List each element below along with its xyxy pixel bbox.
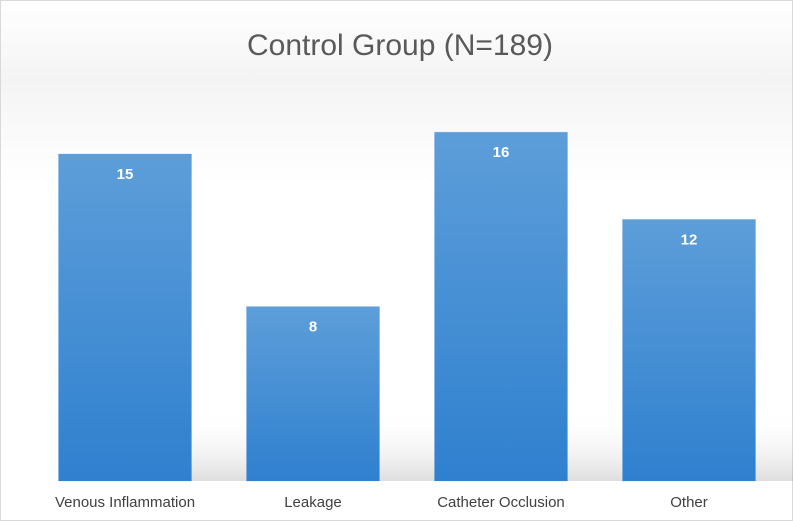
data-label: 15 (117, 166, 134, 183)
chart-title: Control Group (N=189) (247, 29, 553, 62)
bar (246, 306, 380, 482)
bar (58, 153, 192, 482)
data-label: 16 (493, 144, 510, 161)
bar-shadow (379, 411, 440, 481)
data-label: 12 (681, 231, 698, 248)
bar-shadow (755, 411, 793, 481)
x-tick-label: Other (670, 494, 708, 511)
x-tick-label: Venous Inflammation (55, 494, 195, 511)
x-tick-label: Leakage (284, 494, 342, 511)
bar-shadow (191, 411, 252, 481)
bar-shadow (567, 411, 628, 481)
bar (622, 218, 756, 482)
bar (434, 131, 568, 482)
x-tick-label: Catheter Occlusion (437, 494, 565, 511)
data-label: 8 (309, 319, 317, 336)
